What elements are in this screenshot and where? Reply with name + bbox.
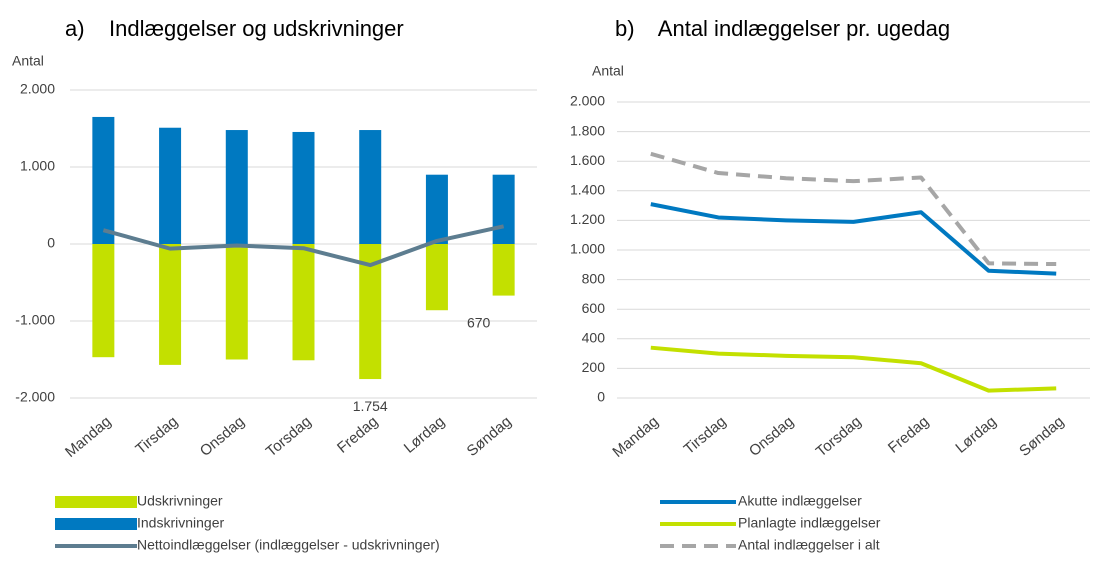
x-tick-label: Lørdag (952, 413, 999, 457)
y-tick-label: 1.000 (20, 158, 55, 174)
x-tick-label: Lørdag (401, 413, 448, 457)
y-tick-label: 400 (582, 330, 606, 346)
x-tick-label: Fredag (334, 413, 381, 457)
x-tick-label: Onsdag (197, 413, 248, 460)
x-tick-label: Onsdag (746, 413, 797, 460)
legend-label: Antal indlæggelser i alt (738, 537, 880, 553)
legend-label: Nettoindlæggelser (indlæggelser - udskri… (137, 537, 440, 553)
bar (492, 174, 515, 244)
x-tick-label: Tirsdag (681, 413, 730, 458)
data-label: 1.754 (353, 398, 388, 414)
bar (225, 130, 248, 244)
bar (225, 244, 248, 360)
y-tick-label: 2.000 (570, 93, 605, 109)
y-axis-label: Antal (12, 53, 44, 69)
series-line (650, 345, 1057, 393)
y-tick-label: 1.800 (570, 122, 605, 138)
y-tick-label: 200 (582, 359, 606, 375)
y-tick-label: 1.400 (570, 182, 605, 198)
legend-label: Udskrivninger (137, 493, 223, 509)
series-line (650, 202, 1057, 276)
y-tick-label: 1.600 (570, 152, 605, 168)
y-axis-label: Antal (592, 63, 624, 79)
x-tick-label: Fredag (885, 413, 932, 457)
y-tick-label: 600 (582, 300, 606, 316)
bar (159, 127, 182, 244)
y-tick-label: -1.000 (15, 312, 55, 328)
bar (492, 244, 515, 296)
bar (292, 131, 315, 244)
bar (425, 174, 448, 244)
legend-label: Indskrivninger (137, 515, 224, 531)
x-tick-label: Torsdag (263, 413, 315, 460)
y-tick-label: 2.000 (20, 81, 55, 97)
x-tick-label: Søndag (1016, 413, 1067, 460)
chart-title: b) Antal indlæggelser pr. ugedag (615, 16, 950, 41)
data-label: 670 (467, 314, 491, 330)
y-tick-label: 1.000 (570, 241, 605, 257)
series-line (650, 151, 1057, 267)
y-tick-label: 1.200 (570, 211, 605, 227)
chart-title: a) Indlæggelser og udskrivninger (65, 16, 404, 41)
y-tick-label: 0 (597, 389, 605, 405)
bar (292, 244, 315, 361)
bar (359, 244, 382, 380)
x-tick-label: Mandag (609, 413, 661, 461)
bar (425, 244, 448, 311)
x-tick-label: Mandag (62, 413, 114, 461)
legend-swatch (55, 518, 137, 530)
x-tick-label: Søndag (464, 413, 515, 460)
bar (359, 130, 382, 244)
y-tick-label: 0 (47, 235, 55, 251)
bar (159, 244, 182, 365)
legend-label: Planlagte indlæggelser (738, 515, 881, 531)
bar (92, 244, 115, 358)
series-line (102, 224, 505, 268)
x-tick-label: Tirsdag (132, 413, 181, 458)
y-tick-label: 800 (582, 270, 606, 286)
legend-swatch (55, 496, 137, 508)
bar (92, 116, 115, 244)
legend-label: Akutte indlæggelser (738, 493, 862, 509)
x-tick-label: Torsdag (813, 413, 865, 460)
y-tick-label: -2.000 (15, 389, 55, 405)
